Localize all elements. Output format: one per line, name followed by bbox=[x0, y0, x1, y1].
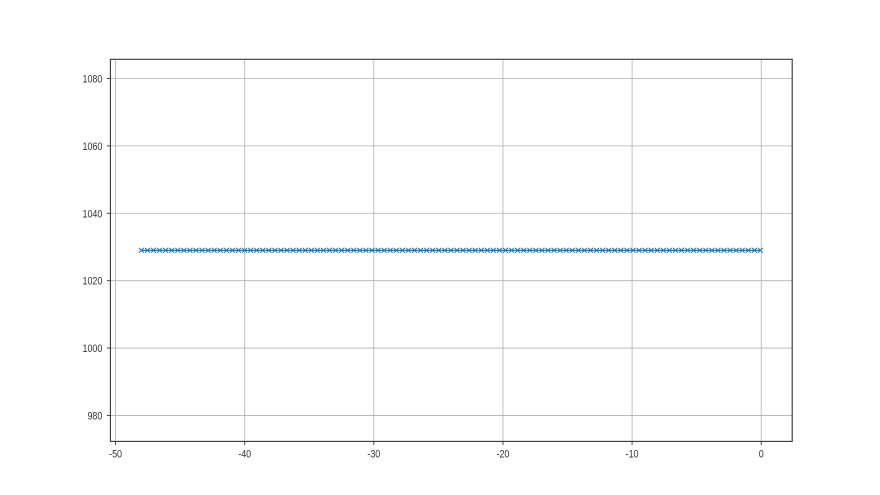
svg-text:-10: -10 bbox=[626, 449, 639, 461]
svg-text:1080: 1080 bbox=[82, 74, 102, 86]
svg-text:-40: -40 bbox=[238, 449, 251, 461]
svg-text:980: 980 bbox=[87, 411, 102, 423]
svg-text:1060: 1060 bbox=[82, 141, 102, 153]
svg-text:1000: 1000 bbox=[82, 343, 102, 355]
svg-text:-50: -50 bbox=[109, 449, 122, 461]
svg-text:1020: 1020 bbox=[82, 276, 102, 288]
svg-text:-30: -30 bbox=[367, 449, 380, 461]
svg-text:0: 0 bbox=[759, 449, 764, 461]
svg-text:-20: -20 bbox=[496, 449, 509, 461]
svg-text:1040: 1040 bbox=[82, 208, 102, 220]
